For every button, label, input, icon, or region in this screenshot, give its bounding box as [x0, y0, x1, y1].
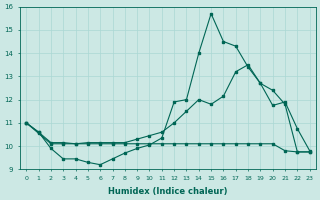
X-axis label: Humidex (Indice chaleur): Humidex (Indice chaleur) [108, 187, 228, 196]
